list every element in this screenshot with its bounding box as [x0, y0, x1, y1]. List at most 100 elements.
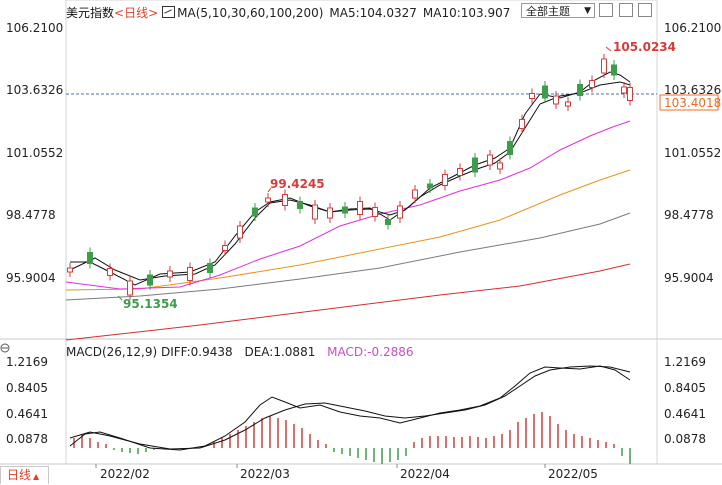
price-tick-left: 95.9004	[6, 271, 56, 285]
price-tick-left: 98.4778	[6, 208, 56, 222]
macd-tick-left: 0.4641	[6, 407, 48, 421]
window-icon[interactable]	[619, 3, 633, 17]
candle-up	[497, 162, 503, 170]
ma-indicator-icon[interactable]	[162, 6, 176, 18]
current-price-label: 103.4018	[664, 96, 721, 110]
candle-up	[397, 205, 403, 219]
ma-settings[interactable]: MA(5,10,30,60,100,200)	[177, 6, 324, 20]
macd-diff-line	[69, 365, 631, 451]
candle-up	[327, 207, 333, 219]
ma10-line	[69, 81, 631, 281]
high-annotation: 105.0234	[613, 40, 676, 54]
candle-up	[589, 80, 595, 88]
candle-up	[457, 168, 463, 176]
candle-up	[67, 267, 73, 273]
candle-down	[385, 219, 391, 225]
candle-down	[542, 85, 548, 99]
candle-up	[442, 174, 448, 186]
candle-up	[487, 154, 493, 166]
price-tick-right: 103.6326	[664, 83, 721, 97]
macd-dea-line	[69, 365, 631, 450]
candle-down	[87, 252, 93, 264]
mid-peak-annotation: 99.4245	[270, 177, 325, 191]
date-tick: 2022/03	[240, 467, 290, 481]
candle-down	[611, 64, 617, 76]
candle-down	[147, 274, 153, 286]
candle-up	[357, 201, 363, 215]
ma10-value: MA10:103.907	[422, 6, 511, 20]
current-price-box	[659, 94, 719, 111]
candle-up	[553, 95, 559, 105]
candle-up	[312, 204, 318, 220]
draw-tool-icon[interactable]	[599, 3, 613, 17]
candle-up	[127, 280, 133, 296]
mid-peak-marker	[267, 187, 272, 193]
date-tick: 2022/05	[548, 467, 598, 481]
low-annotation: 95.1354	[123, 297, 178, 311]
ma200-line	[65, 263, 631, 341]
timeframe-selector[interactable]: <日线>	[114, 6, 159, 20]
candle-up	[282, 194, 288, 206]
candle-up	[222, 245, 228, 251]
macd-tick-left: 1.2169	[6, 355, 48, 369]
macd-dea-value: DEA:1.0881	[244, 345, 316, 359]
price-tick-right: 106.2100	[664, 21, 721, 35]
candle-down	[507, 141, 513, 155]
pane-toggle-icon[interactable]	[0, 343, 10, 353]
macd-legend: MACD(26,12,9) DIFF:0.9438 DEA:1.0881 MAC…	[66, 344, 414, 360]
high-marker	[605, 46, 612, 52]
candlestick-series	[67, 54, 633, 300]
theme-dropdown-label: 全部主题	[526, 5, 570, 18]
ma100-line	[65, 212, 631, 301]
macd-tick-left: 0.0878	[6, 432, 48, 446]
macd-histogram	[73, 412, 631, 464]
candle-up	[187, 267, 193, 281]
main-legend: 美元指数<日线> MA(5,10,30,60,100,200) MA5:104.03…	[66, 5, 510, 21]
price-tick-right: 98.4778	[664, 208, 714, 222]
macd-diff-value: DIFF:0.9438	[160, 345, 233, 359]
candle-up	[565, 101, 571, 107]
candle-down	[297, 201, 303, 209]
candle-down	[427, 183, 433, 189]
candle-down	[577, 84, 583, 96]
theme-dropdown[interactable]: 全部主题 ▼	[521, 3, 595, 18]
chart-frame	[65, 0, 658, 465]
date-tick: 2022/02	[100, 467, 150, 481]
macd-params: MACD(26,12,9)	[66, 345, 158, 359]
macd-tick-right: 0.0878	[664, 432, 706, 446]
ma30-line	[65, 120, 631, 290]
macd-tick-right: 0.4641	[664, 407, 706, 421]
chevron-down-icon: ▼	[584, 6, 591, 16]
ma5-line	[70, 71, 631, 286]
macd-tick-left: 0.8405	[6, 381, 48, 395]
price-tick-left: 106.2100	[6, 21, 63, 35]
ma60-line	[65, 169, 631, 291]
fullscreen-icon[interactable]	[638, 3, 652, 17]
candle-up	[265, 197, 271, 203]
ma5-value: MA5:104.0327	[329, 6, 417, 20]
candle-down	[252, 207, 258, 217]
macd-hist-value: MACD:-0.2886	[327, 345, 414, 359]
macd-tick-right: 0.8405	[664, 381, 706, 395]
candle-down	[472, 157, 478, 173]
price-tick-left: 103.6326	[6, 83, 63, 97]
candle-up	[519, 119, 525, 129]
candle-up	[412, 189, 418, 199]
candle-up	[167, 270, 173, 278]
price-tick-left: 101.0552	[6, 146, 63, 160]
candle-up	[627, 87, 633, 101]
timeframe-tab[interactable]: 日线 ▲	[0, 466, 49, 484]
candle-down	[207, 263, 213, 273]
candle-up	[107, 268, 113, 276]
macd-tick-right: 1.2169	[664, 355, 706, 369]
candle-up	[529, 93, 535, 99]
candle-up	[601, 58, 607, 74]
candle-up	[372, 207, 378, 217]
timeframe-tab-label: 日线	[7, 468, 32, 482]
date-tick: 2022/04	[400, 467, 450, 481]
instrument-title: 美元指数	[66, 6, 115, 20]
candle-down	[342, 206, 348, 214]
price-tick-right: 101.0552	[664, 146, 721, 160]
